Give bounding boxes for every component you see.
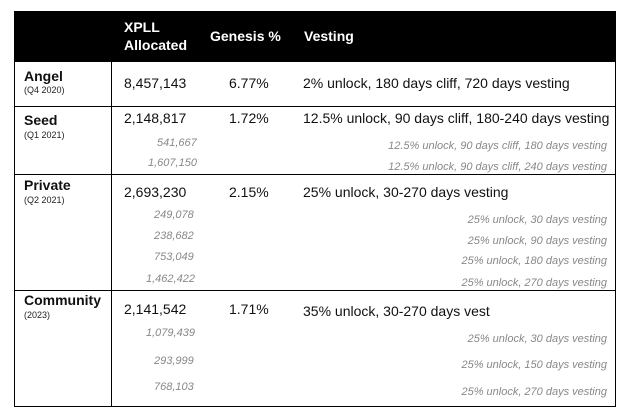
- header-vesting: Vesting: [304, 28, 354, 44]
- detail-note: 25% unlock, 180 days vesting: [461, 255, 607, 267]
- detail-amount: 1,607,150: [148, 157, 197, 169]
- row-date-seed: (Q1 2021): [24, 130, 65, 140]
- vesting-community: 35% unlock, 30-270 days vest: [303, 303, 490, 319]
- row-name-angel: Angel: [24, 68, 63, 84]
- allocation-table: XPLL Allocated Genesis % Vesting Angel (…: [14, 11, 616, 407]
- row-date-angel: (Q4 2020): [24, 85, 65, 95]
- detail-note: 25% unlock, 30 days vesting: [467, 333, 607, 345]
- row-date-private: (Q2 2021): [24, 195, 65, 205]
- row-separator: [15, 290, 615, 291]
- genesis-seed: 1.72%: [229, 110, 269, 126]
- genesis-community: 1.71%: [229, 301, 269, 317]
- vesting-seed: 12.5% unlock, 90 days cliff, 180-240 day…: [303, 110, 610, 126]
- allocated-angel: 8,457,143: [124, 75, 187, 91]
- header-genesis: Genesis %: [210, 28, 281, 44]
- detail-amount: 768,103: [154, 381, 194, 393]
- detail-note: 12.5% unlock, 90 days cliff, 240 days ve…: [388, 161, 607, 173]
- vesting-angel: 2% unlock, 180 days cliff, 720 days vest…: [303, 75, 570, 91]
- allocated-private: 2,693,230: [124, 184, 187, 200]
- row-name-community: Community: [24, 292, 101, 308]
- row-date-community: (2023): [24, 310, 51, 320]
- detail-note: 25% unlock, 90 days vesting: [467, 235, 607, 247]
- genesis-angel: 6.77%: [229, 75, 269, 91]
- header-allocated: Allocated: [124, 37, 188, 53]
- row-name-private: Private: [24, 177, 71, 193]
- table-header: XPLL Allocated Genesis % Vesting: [15, 12, 615, 62]
- row-name-seed: Seed: [24, 112, 58, 128]
- allocated-seed: 2,148,817: [124, 110, 187, 126]
- detail-amount: 753,049: [154, 251, 194, 263]
- vesting-private: 25% unlock, 30-270 days vesting: [303, 184, 509, 200]
- detail-amount: 1,462,422: [146, 273, 195, 285]
- column-separator: [111, 62, 112, 406]
- detail-note: 12.5% unlock, 90 days cliff, 180 days ve…: [388, 140, 607, 152]
- detail-amount: 541,667: [157, 137, 197, 149]
- allocated-community: 2,141,542: [124, 301, 187, 317]
- detail-amount: 1,079,439: [146, 327, 195, 339]
- detail-note: 25% unlock, 30 days vesting: [467, 214, 607, 226]
- detail-amount: 249,078: [154, 209, 194, 221]
- detail-amount: 293,999: [154, 355, 194, 367]
- genesis-private: 2.15%: [229, 184, 269, 200]
- detail-amount: 238,682: [154, 230, 194, 242]
- detail-note: 25% unlock, 270 days vesting: [461, 277, 607, 289]
- header-xpll: XPLL: [124, 19, 160, 35]
- detail-note: 25% unlock, 150 days vesting: [461, 359, 607, 371]
- row-separator: [15, 174, 615, 175]
- detail-note: 25% unlock, 270 days vesting: [461, 386, 607, 398]
- row-separator: [15, 106, 615, 107]
